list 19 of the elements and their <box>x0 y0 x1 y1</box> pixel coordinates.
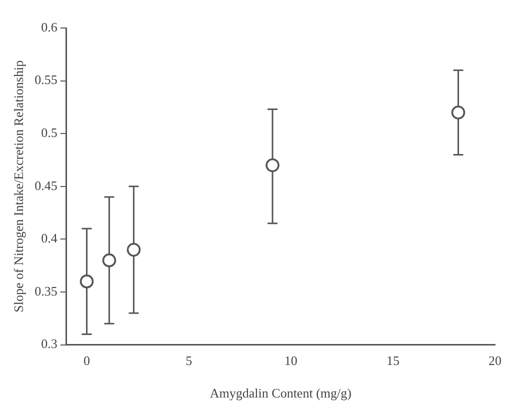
x-tick-label: 10 <box>284 353 298 368</box>
x-tick-label: 20 <box>488 353 502 368</box>
point <box>80 274 94 288</box>
x-tick-label: 15 <box>386 353 400 368</box>
point <box>451 106 466 120</box>
y-tick-label: 0.55 <box>34 72 58 88</box>
y-tick-label: 0.4 <box>41 230 58 246</box>
point <box>102 253 116 268</box>
y-axis-title: Slope of Nitrogen Intake/Excretion Relationship <box>11 60 26 312</box>
y-tick-label: 0.45 <box>34 178 58 193</box>
x-tick-label: 5 <box>186 353 192 368</box>
x-axis-title: Amygdalin Content (mg/g) <box>210 386 352 401</box>
point <box>126 242 141 257</box>
point <box>266 158 280 172</box>
y-tick-label: 0.35 <box>34 283 58 298</box>
y-tick-label: 0.3 <box>41 336 58 352</box>
x-tick-label: 0 <box>84 353 90 368</box>
y-tick-label: 0.5 <box>41 125 58 140</box>
y-tick-label: 0.6 <box>41 19 58 34</box>
